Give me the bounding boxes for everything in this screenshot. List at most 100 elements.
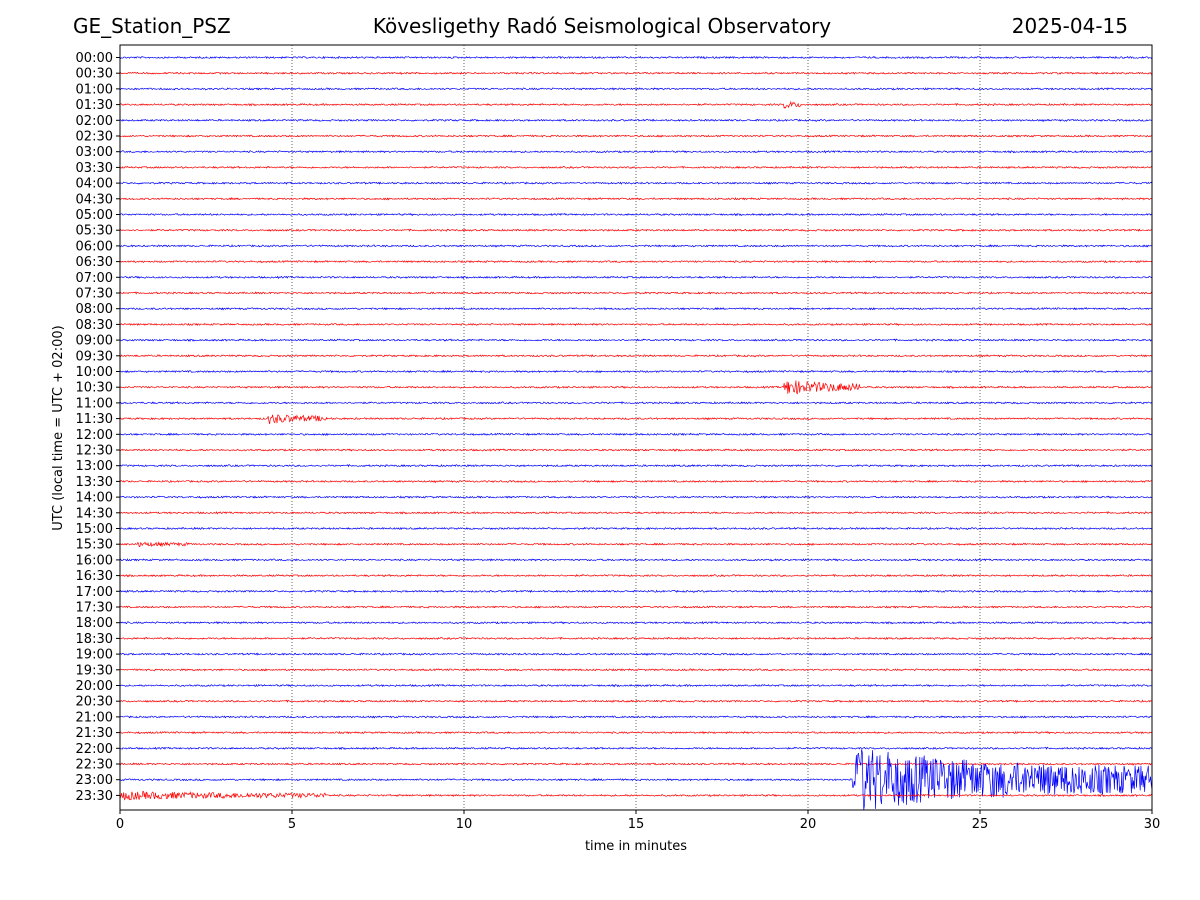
y-tick-label: 19:00 xyxy=(76,648,113,663)
trace-0400 xyxy=(120,181,1152,185)
y-tick-label: 17:30 xyxy=(76,601,113,616)
trace-0630 xyxy=(120,259,1152,264)
trace-0000 xyxy=(120,55,1152,60)
y-tick-label: 03:00 xyxy=(76,145,113,160)
trace-0130 xyxy=(120,100,1152,109)
x-axis-label: time in minutes xyxy=(585,839,687,854)
y-tick-label: 21:30 xyxy=(76,726,113,741)
trace-1230 xyxy=(120,448,1152,452)
trace-1730 xyxy=(120,605,1152,609)
y-tick-label: 22:00 xyxy=(76,742,113,757)
y-tick-label: 11:30 xyxy=(76,412,113,427)
trace-1130 xyxy=(120,414,1152,425)
y-tick-label: 01:30 xyxy=(76,98,113,113)
trace-1530 xyxy=(120,541,1152,548)
trace-1830 xyxy=(120,636,1152,641)
station-title: GE_Station_PSZ xyxy=(73,14,231,38)
y-tick-label: 04:00 xyxy=(76,177,113,192)
trace-0100 xyxy=(120,87,1152,91)
y-tick-label: 17:00 xyxy=(76,585,113,600)
trace-0430 xyxy=(120,197,1152,201)
y-tick-label: 22:30 xyxy=(76,758,113,773)
trace-2330 xyxy=(120,791,1152,801)
trace-2000 xyxy=(120,683,1152,688)
y-tick-label: 13:00 xyxy=(76,459,113,474)
trace-1700 xyxy=(120,589,1152,593)
x-tick-label: 0 xyxy=(116,817,124,832)
y-tick-label: 18:00 xyxy=(76,616,113,631)
trace-0200 xyxy=(120,118,1152,122)
y-tick-label: 20:30 xyxy=(76,695,113,710)
y-tick-label: 14:00 xyxy=(76,491,113,506)
trace-0500 xyxy=(120,212,1152,217)
grid-lines xyxy=(291,45,981,810)
trace-1100 xyxy=(120,401,1152,405)
trace-2130 xyxy=(120,730,1152,735)
trace-0700 xyxy=(120,275,1152,280)
seismic-traces xyxy=(120,55,1152,810)
y-tick-label: 02:30 xyxy=(76,130,113,145)
y-tick-label: 13:30 xyxy=(76,475,113,490)
y-tick-label: 12:00 xyxy=(76,428,113,443)
y-tick-label: 09:30 xyxy=(76,349,113,364)
trace-0030 xyxy=(120,71,1152,75)
trace-0600 xyxy=(120,244,1152,248)
trace-1430 xyxy=(120,511,1152,515)
trace-1000 xyxy=(120,369,1152,374)
y-tick-label: 10:00 xyxy=(76,365,113,380)
y-tick-label: 18:30 xyxy=(76,632,113,647)
y-tick-label: 08:30 xyxy=(76,318,113,333)
trace-0900 xyxy=(120,338,1152,342)
y-tick-label: 15:00 xyxy=(76,522,113,537)
y-tick-label: 06:00 xyxy=(76,239,113,254)
trace-1600 xyxy=(120,558,1152,562)
trace-2200 xyxy=(120,746,1152,751)
trace-2300 xyxy=(120,749,1152,810)
y-tick-label: 16:00 xyxy=(76,553,113,568)
trace-2030 xyxy=(120,699,1152,703)
trace-1930 xyxy=(120,668,1152,672)
trace-0330 xyxy=(120,165,1152,170)
observatory-title: Kövesligethy Radó Seismological Observat… xyxy=(372,14,832,38)
trace-1800 xyxy=(120,621,1152,625)
y-tick-label: 11:00 xyxy=(76,396,113,411)
trace-0730 xyxy=(120,291,1152,295)
x-tick-label: 5 xyxy=(288,817,296,832)
x-tick-label: 25 xyxy=(972,817,989,832)
trace-1200 xyxy=(120,432,1152,437)
trace-1030 xyxy=(120,380,1152,395)
y-tick-label: 07:30 xyxy=(76,287,113,302)
y-tick-label: 16:30 xyxy=(76,569,113,584)
y-tick-label: 05:30 xyxy=(76,224,113,239)
y-tick-label: 06:30 xyxy=(76,255,113,270)
y-tick-label: 05:00 xyxy=(76,208,113,223)
x-tick-label: 10 xyxy=(456,817,473,832)
trace-2230 xyxy=(120,762,1152,766)
y-axis-ticks: 00:0000:3001:0001:3002:0002:3003:0003:30… xyxy=(76,51,120,804)
y-tick-label: 01:00 xyxy=(76,82,113,97)
y-tick-label: 15:30 xyxy=(76,538,113,553)
trace-0530 xyxy=(120,228,1152,232)
trace-0930 xyxy=(120,354,1152,358)
y-tick-label: 21:00 xyxy=(76,710,113,725)
y-tick-label: 07:00 xyxy=(76,271,113,286)
y-tick-label: 04:30 xyxy=(76,192,113,207)
y-tick-label: 12:30 xyxy=(76,444,113,459)
trace-0230 xyxy=(120,134,1152,138)
y-tick-label: 19:30 xyxy=(76,663,113,678)
x-axis-ticks: 0 5 10 15 20 25 30 xyxy=(116,810,1160,832)
y-tick-label: 14:30 xyxy=(76,506,113,521)
x-tick-label: 20 xyxy=(800,817,817,832)
trace-1900 xyxy=(120,652,1152,656)
y-tick-label: 00:30 xyxy=(76,67,113,82)
trace-1400 xyxy=(120,495,1152,499)
y-tick-label: 20:00 xyxy=(76,679,113,694)
y-tick-label: 10:30 xyxy=(76,381,113,396)
y-tick-label: 00:00 xyxy=(76,51,113,66)
trace-1630 xyxy=(120,573,1152,578)
y-tick-label: 09:00 xyxy=(76,334,113,349)
y-axis-label: UTC (local time = UTC + 02:00) xyxy=(51,325,66,530)
trace-1500 xyxy=(120,526,1152,531)
x-tick-label: 30 xyxy=(1144,817,1161,832)
trace-0830 xyxy=(120,322,1152,327)
